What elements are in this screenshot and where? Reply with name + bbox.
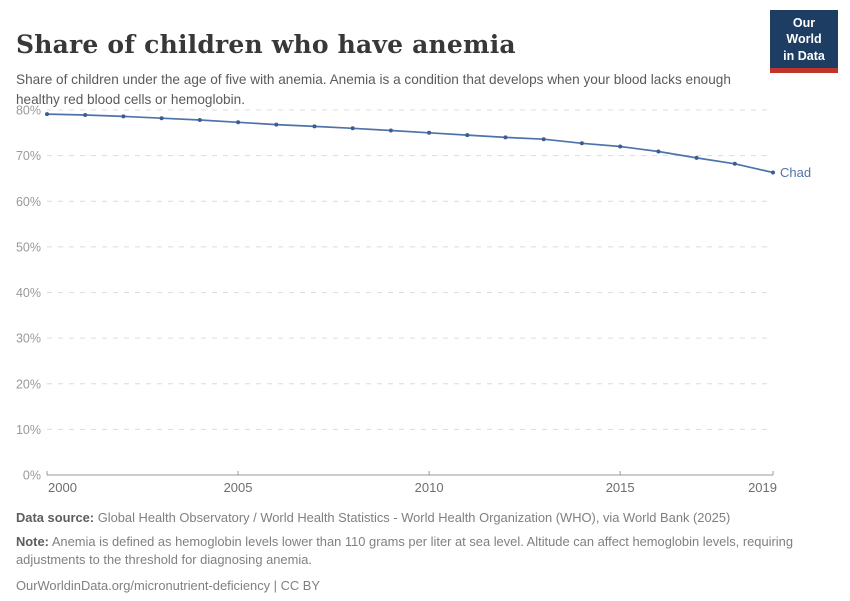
data-point (541, 137, 546, 142)
owid-logo: Our World in Data (770, 10, 838, 73)
data-point (197, 118, 202, 122)
data-point (312, 124, 317, 129)
page-title: Share of children who have anemia (16, 29, 516, 59)
chart-subtitle: Share of children under the age of five … (16, 71, 731, 107)
line-chart: 0% 10% 20% 30% 40% 50% 60% 70% 80% 2000 2005 2010 20… (16, 104, 811, 496)
x-tick-label: 2019 (748, 480, 777, 495)
y-tick-label: 30% (16, 332, 41, 346)
data-point (503, 135, 508, 140)
owid-logo-line2: in Data (783, 48, 825, 63)
data-point (121, 114, 126, 119)
data-point (618, 144, 623, 149)
data-point (656, 149, 661, 154)
note-text: Anemia is defined as hemoglobin levels l… (16, 533, 793, 567)
y-tick-label: 40% (16, 286, 41, 300)
y-tick-label: 10% (16, 423, 41, 437)
data-point (350, 126, 355, 131)
data-line (46, 113, 774, 174)
data-source-line: Data source: Global Health Observatory /… (16, 509, 811, 527)
data-point (159, 116, 164, 121)
note-label: Note: (16, 533, 49, 549)
y-tick-label: 80% (16, 104, 41, 118)
x-tick-label: 2000 (48, 480, 77, 495)
data-point (465, 133, 470, 138)
y-tick-label: 20% (16, 377, 41, 391)
data-source-text: Global Health Observatory / World Health… (97, 510, 731, 525)
data-point (274, 122, 279, 127)
x-tick-label: 2015 (606, 480, 635, 495)
data-source-label: Data source: (16, 510, 95, 525)
y-tick-label: 60% (16, 195, 41, 209)
data-point (771, 170, 775, 175)
x-tick-label: 2010 (415, 480, 444, 495)
data-point (83, 113, 88, 117)
data-point (732, 161, 737, 166)
y-tick-label: 0% (23, 469, 41, 483)
data-point (427, 130, 432, 135)
entity-label: Chad (780, 165, 811, 180)
license-line: OurWorldinData.org/micronutrient-deficie… (16, 578, 320, 594)
data-point (45, 112, 49, 117)
data-point (694, 155, 699, 160)
data-point (388, 128, 393, 133)
note-line: Note: Anemia is defined as hemoglobin le… (16, 533, 811, 569)
data-point (579, 141, 584, 146)
owid-logo-line1: Our World (786, 16, 822, 47)
data-point (236, 120, 241, 125)
y-tick-label: 70% (16, 149, 41, 163)
y-tick-label: 50% (16, 240, 41, 254)
chart-footer: Data source: Global Health Observatory /… (16, 509, 811, 601)
x-tick-label: 2005 (224, 480, 253, 495)
